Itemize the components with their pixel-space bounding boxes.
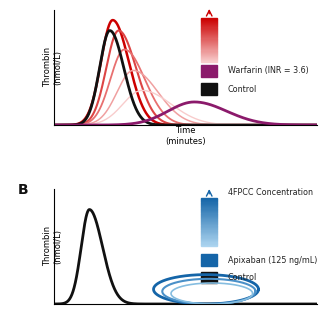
Bar [201, 34, 217, 35]
Bar [201, 52, 217, 53]
Bar [201, 60, 217, 61]
Text: 4FPCC Concentration: 4FPCC Concentration [228, 188, 313, 196]
Bar [201, 221, 217, 222]
Bar [201, 201, 217, 203]
Bar [201, 29, 217, 30]
Bar [201, 28, 217, 29]
Bar [201, 38, 217, 40]
Bar [201, 35, 217, 36]
Bar [201, 213, 217, 215]
Bar [201, 244, 217, 245]
Y-axis label: Thrombin
(nmol/L): Thrombin (nmol/L) [43, 226, 63, 266]
Bar [201, 30, 217, 31]
Bar [201, 46, 217, 47]
Text: B: B [18, 183, 28, 197]
Bar [201, 40, 217, 41]
Bar [201, 42, 217, 43]
Bar [201, 204, 217, 205]
Bar [201, 232, 217, 233]
Bar [201, 51, 217, 52]
Bar [201, 236, 217, 238]
Bar [201, 41, 217, 42]
Bar [201, 233, 217, 234]
Bar [201, 56, 217, 57]
Bar [201, 218, 217, 220]
Bar [201, 45, 217, 46]
Bar [201, 32, 217, 33]
Bar [201, 226, 217, 227]
Bar [201, 209, 217, 210]
Bar [201, 240, 217, 241]
Bar [201, 48, 217, 50]
Bar [201, 254, 217, 266]
Bar [201, 59, 217, 60]
Bar [201, 228, 217, 229]
Bar [201, 241, 217, 243]
Bar [201, 200, 217, 201]
Bar [201, 53, 217, 54]
Bar [201, 234, 217, 236]
Bar [201, 22, 217, 23]
Bar [201, 18, 217, 19]
Bar [201, 224, 217, 226]
Bar [201, 31, 217, 32]
Bar [201, 206, 217, 207]
Bar [201, 238, 217, 239]
Bar [201, 229, 217, 230]
Bar [201, 58, 217, 59]
Bar [201, 217, 217, 218]
Bar [201, 37, 217, 38]
Bar [201, 239, 217, 240]
Bar [201, 215, 217, 216]
Bar [201, 23, 217, 24]
Bar [201, 55, 217, 56]
Bar [201, 54, 217, 55]
Bar [201, 207, 217, 209]
Text: Control: Control [228, 85, 257, 94]
Bar [201, 50, 217, 51]
Bar [201, 47, 217, 48]
Bar [201, 84, 217, 95]
Bar [201, 24, 217, 25]
Bar [201, 211, 217, 212]
Bar [201, 19, 217, 20]
Bar [201, 21, 217, 22]
Bar [201, 25, 217, 27]
Bar [201, 203, 217, 204]
Bar [201, 227, 217, 228]
Bar [201, 210, 217, 211]
Bar [201, 27, 217, 28]
Bar [201, 272, 217, 283]
Bar [201, 230, 217, 232]
Bar [201, 222, 217, 223]
Bar [201, 245, 217, 246]
Text: Apixaban (125 ng/mL): Apixaban (125 ng/mL) [228, 256, 317, 265]
Bar [201, 44, 217, 45]
Bar [201, 65, 217, 76]
Bar [201, 216, 217, 217]
Bar [201, 199, 217, 200]
Bar [201, 212, 217, 213]
Bar [201, 43, 217, 44]
Y-axis label: Thrombin
(nmol/L): Thrombin (nmol/L) [43, 47, 63, 87]
X-axis label: Time
(minutes): Time (minutes) [165, 126, 206, 146]
Bar [201, 220, 217, 221]
Bar [201, 205, 217, 206]
Text: Warfarin (INR = 3.6): Warfarin (INR = 3.6) [228, 66, 308, 75]
Bar [201, 20, 217, 21]
Bar [201, 243, 217, 244]
Bar [201, 223, 217, 224]
Bar [201, 36, 217, 37]
Bar [201, 33, 217, 34]
Bar [201, 57, 217, 58]
Bar [201, 198, 217, 199]
Text: Control: Control [228, 273, 257, 282]
